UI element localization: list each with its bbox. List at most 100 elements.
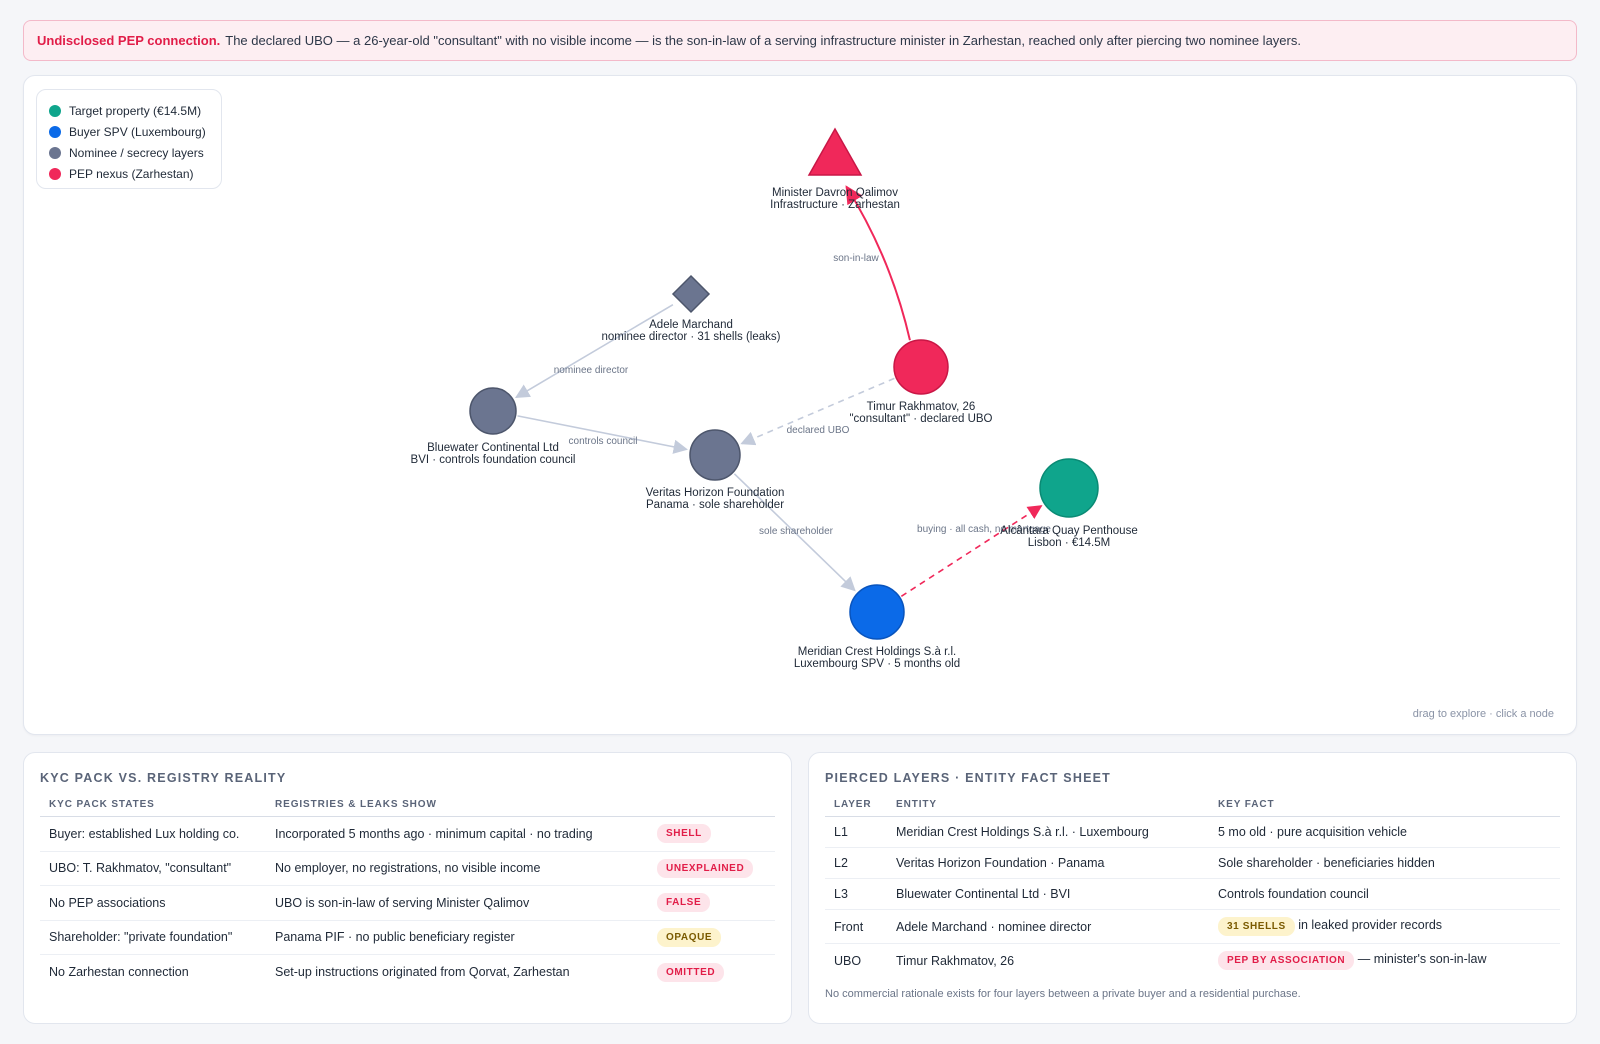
node-timur[interactable]: Timur Rakhmatov, 26"consultant" · declar… xyxy=(849,339,993,425)
edge-label: nominee director xyxy=(554,365,629,376)
layer-fact: PEP BY ASSOCIATION — minister's son-in-l… xyxy=(1209,944,1560,978)
layer-fact: 31 SHELLS in leaked provider records xyxy=(1209,909,1560,944)
layer-entity: Adele Marchand · nominee director xyxy=(887,909,1209,944)
layer-fact-text: 5 mo old · pure acquisition vehicle xyxy=(1218,825,1407,839)
node-label: Infrastructure · Zarhestan xyxy=(770,199,900,211)
node-label: Adele Marchand xyxy=(649,319,733,331)
layer-entity: Veritas Horizon Foundation · Panama xyxy=(887,847,1209,879)
node-shape[interactable] xyxy=(849,584,905,640)
legend-item-nominee: Nominee / secrecy layers xyxy=(49,142,209,163)
kyc-claim: No Zarhestan connection xyxy=(49,965,189,979)
layer-row: UBO Timur Rakhmatov, 26 PEP BY ASSOCIATION… xyxy=(825,944,1560,978)
layer-row: L2 Veritas Horizon Foundation · Panama Sol… xyxy=(825,847,1560,879)
kyc-header-claim: KYC pack states xyxy=(40,799,266,817)
kyc-verdict-badge: OMITTED xyxy=(657,962,725,982)
layer-fact: 5 mo old · pure acquisition vehicle xyxy=(1209,816,1560,848)
legend-item-buyer: Buyer SPV (Luxembourg) xyxy=(49,121,209,142)
kyc-row: No PEP associations UBO is son-in-law of … xyxy=(40,885,775,921)
kyc-table: KYC pack states Registries & leaks show … xyxy=(40,799,775,989)
node-label: Veritas Horizon Foundation xyxy=(646,487,785,499)
kyc-verdict-badge: SHELL xyxy=(657,824,711,844)
kyc-table-header: KYC pack states Registries & leaks show xyxy=(40,799,775,817)
legend-item-pep: PEP nexus (Zarhestan) xyxy=(49,163,209,184)
legend-dot-pep xyxy=(49,167,61,180)
layer-row: L3 Bluewater Continental Ltd · BVI Control… xyxy=(825,878,1560,910)
kyc-verdict-cell: OPAQUE xyxy=(648,920,775,955)
kyc-verdict-cell: SHELL xyxy=(648,816,775,852)
node-shape[interactable] xyxy=(807,127,863,176)
graph-legend: Target property (€14.5M) Buyer SPV (Luxe… xyxy=(36,89,222,189)
node-label: Meridian Crest Holdings S.à r.l. xyxy=(798,646,957,658)
kyc-reality: UBO is son-in-law of serving Minister Qa… xyxy=(266,885,648,921)
layers-header-entity: Entity xyxy=(887,799,1209,817)
layer-id: UBO xyxy=(834,953,862,968)
layer-fact-text: Controls foundation council xyxy=(1218,887,1369,901)
kyc-reality: Incorporated 5 months ago · minimum capi… xyxy=(266,816,648,852)
legend-label-target: Target property (€14.5M) xyxy=(69,103,202,118)
alert-text: The declared UBO — a 26-year-old "consul… xyxy=(225,33,1301,48)
node-shape[interactable] xyxy=(671,274,711,314)
node-shape[interactable] xyxy=(689,429,741,481)
layers-table: Layer Entity Key fact L1 Meridian Crest H… xyxy=(825,799,1560,978)
kyc-verdict-badge: OPAQUE xyxy=(657,927,722,947)
edge-marchand-bluewater xyxy=(515,303,674,398)
legend-dot-nominee xyxy=(49,146,61,159)
node-label: "consultant" · declared UBO xyxy=(849,413,992,425)
entity-fact-sheet-card: Pierced layers · entity fact sheet Layer… xyxy=(808,752,1577,1024)
node-shape[interactable] xyxy=(1039,458,1099,518)
node-label: nominee director · 31 shells (leaks) xyxy=(602,331,781,343)
node-label: Timur Rakhmatov, 26 xyxy=(867,401,976,413)
layers-table-header: Layer Entity Key fact xyxy=(825,799,1560,817)
kyc-row: UBO: T. Rakhmatov, "consultant" No employ… xyxy=(40,851,775,886)
layer-id: L2 xyxy=(825,847,887,879)
edge-timur-veritas xyxy=(740,377,895,446)
layer-entity: Bluewater Continental Ltd · BVI xyxy=(887,878,1209,910)
layer-fact-badge: 31 SHELLS xyxy=(1218,917,1295,936)
node-label: Luxembourg SPV · 5 months old xyxy=(794,658,960,670)
node-label: Alcântara Quay Penthouse xyxy=(1000,525,1137,537)
kyc-reality: No employer, no registrations, no visibl… xyxy=(266,851,648,886)
fact-sheet-footnote: No commercial rationale exists for four … xyxy=(825,987,1301,1000)
legend-label-nominee: Nominee / secrecy layers xyxy=(69,145,204,160)
layer-id: L1 xyxy=(825,816,887,848)
kyc-reality: Set-up instructions originated from Qorv… xyxy=(275,965,570,979)
layer-row: Front Adele Marchand · nominee director 31… xyxy=(825,909,1560,944)
layer-fact-text: Sole shareholder · beneficiaries hidden xyxy=(1218,856,1435,870)
kyc-header-verdict xyxy=(648,799,775,817)
layer-fact-text: — minister's son-in-law xyxy=(1357,952,1487,967)
kyc-row: No Zarhestan connection Set-up instructio… xyxy=(40,955,775,990)
kyc-reality: Panama PIF · no public beneficiary regis… xyxy=(266,920,648,955)
layer-row: L1 Meridian Crest Holdings S.à r.l. · Lux… xyxy=(825,816,1560,848)
kyc-claim: Buyer: established Lux holding co. xyxy=(40,816,266,852)
node-label: Panama · sole shareholder xyxy=(646,499,784,511)
edge-veritas-meridian xyxy=(733,473,856,592)
edge-bluewater-veritas xyxy=(517,415,688,454)
legend-label-buyer: Buyer SPV (Luxembourg) xyxy=(69,124,206,139)
graph-interaction-hint: drag to explore · click a node xyxy=(1412,708,1554,720)
kyc-claim: Shareholder: "private foundation" xyxy=(40,920,266,955)
edge-meridian-alcantara xyxy=(900,505,1043,597)
layer-fact: Controls foundation council xyxy=(1209,878,1560,910)
layers-header-fact: Key fact xyxy=(1209,799,1560,817)
fact-sheet-title: Pierced layers · entity fact sheet xyxy=(825,771,1111,785)
node-shape[interactable] xyxy=(893,339,949,395)
kyc-verdict-cell: UNEXPLAINED xyxy=(648,851,775,886)
kyc-vs-registry-card: KYC pack vs. registry reality KYC pack s… xyxy=(23,752,792,1024)
layer-id: Front xyxy=(825,909,887,944)
ownership-network-graph[interactable]: son-in-law nominee director controls counc… xyxy=(24,76,1578,736)
edge-label: son-in-law xyxy=(833,253,879,264)
node-label: Bluewater Continental Ltd xyxy=(427,442,559,454)
edge-label: declared UBO xyxy=(787,425,850,436)
kyc-card-title: KYC pack vs. registry reality xyxy=(40,771,287,785)
kyc-verdict-cell: FALSE xyxy=(648,885,775,921)
node-shape[interactable] xyxy=(469,387,517,435)
kyc-verdict-badge: UNEXPLAINED xyxy=(657,858,754,878)
ownership-network-panel[interactable]: son-in-law nominee director controls counc… xyxy=(23,75,1577,735)
node-meridian[interactable]: Meridian Crest Holdings S.à r.l.Luxembou… xyxy=(794,584,960,670)
kyc-verdict-cell: OMITTED xyxy=(648,955,775,990)
